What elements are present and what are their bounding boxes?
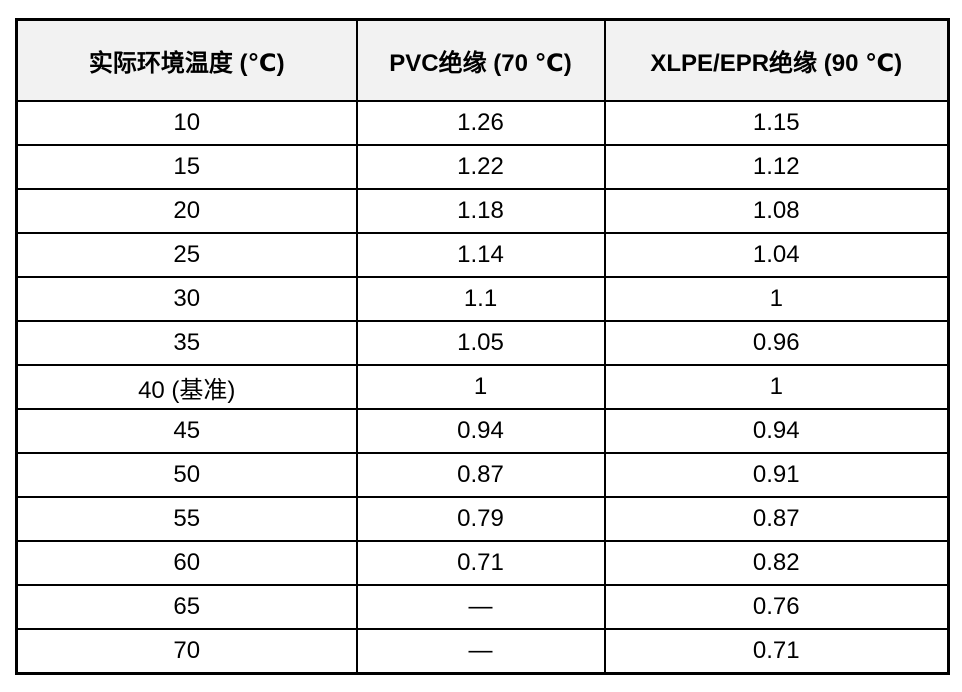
cell-pvc-factor: 0.87 [355, 452, 606, 498]
cell-temperature: 65 [15, 584, 358, 630]
cell-temperature: 55 [15, 496, 358, 542]
cell-temperature: 35 [15, 320, 358, 366]
cell-pvc-factor: 1.1 [355, 276, 606, 322]
cell-temperature: 15 [15, 144, 358, 190]
cell-xlpe-factor: 1.12 [603, 144, 950, 190]
cell-xlpe-factor: 1.04 [603, 232, 950, 278]
cell-xlpe-factor: 1.08 [603, 188, 950, 234]
table-row: 45 0.94 0.94 [15, 408, 950, 454]
cell-xlpe-factor: 1 [603, 364, 950, 410]
cell-pvc-factor: 0.79 [355, 496, 606, 542]
cell-xlpe-factor: 1 [603, 276, 950, 322]
table-row: 15 1.22 1.12 [15, 144, 950, 190]
cell-pvc-factor: 1.26 [355, 100, 606, 146]
cell-xlpe-factor: 1.15 [603, 100, 950, 146]
table-row: 55 0.79 0.87 [15, 496, 950, 542]
table-row: 50 0.87 0.91 [15, 452, 950, 498]
cell-pvc-factor: 1 [355, 364, 606, 410]
cell-pvc-factor: 1.14 [355, 232, 606, 278]
table-row: 10 1.26 1.15 [15, 100, 950, 146]
table-row: 60 0.71 0.82 [15, 540, 950, 586]
cell-temperature: 60 [15, 540, 358, 586]
col-header-ambient-temperature: 实际环境温度 (℃) [15, 18, 358, 102]
cell-temperature: 50 [15, 452, 358, 498]
col-header-pvc-insulation: PVC绝缘 (70 ℃) [355, 18, 606, 102]
cell-xlpe-factor: 0.94 [603, 408, 950, 454]
table-row: 20 1.18 1.08 [15, 188, 950, 234]
cell-xlpe-factor: 0.71 [603, 628, 950, 675]
cell-pvc-factor: 1.22 [355, 144, 606, 190]
header-row: 实际环境温度 (℃) PVC绝缘 (70 ℃) XLPE/EPR绝缘 (90 ℃… [15, 18, 950, 102]
cell-temperature: 45 [15, 408, 358, 454]
cell-xlpe-factor: 0.76 [603, 584, 950, 630]
cell-pvc-factor: — [355, 584, 606, 630]
temperature-correction-table: 实际环境温度 (℃) PVC绝缘 (70 ℃) XLPE/EPR绝缘 (90 ℃… [15, 18, 950, 675]
cell-temperature: 10 [15, 100, 358, 146]
cell-temperature: 40 (基准) [15, 364, 358, 410]
cell-pvc-factor: 0.71 [355, 540, 606, 586]
cell-temperature: 25 [15, 232, 358, 278]
cell-temperature: 30 [15, 276, 358, 322]
table-row: 70 — 0.71 [15, 628, 950, 675]
cell-pvc-factor: 1.05 [355, 320, 606, 366]
cell-xlpe-factor: 0.82 [603, 540, 950, 586]
cell-xlpe-factor: 0.87 [603, 496, 950, 542]
cell-xlpe-factor: 0.91 [603, 452, 950, 498]
table-row-reference: 40 (基准) 1 1 [15, 364, 950, 410]
cell-temperature: 20 [15, 188, 358, 234]
table-row: 35 1.05 0.96 [15, 320, 950, 366]
col-header-xlpe-epr-insulation: XLPE/EPR绝缘 (90 ℃) [603, 18, 950, 102]
cell-temperature: 70 [15, 628, 358, 675]
table-row: 30 1.1 1 [15, 276, 950, 322]
table-row: 25 1.14 1.04 [15, 232, 950, 278]
cell-xlpe-factor: 0.96 [603, 320, 950, 366]
cell-pvc-factor: — [355, 628, 606, 675]
table-row: 65 — 0.76 [15, 584, 950, 630]
cell-pvc-factor: 0.94 [355, 408, 606, 454]
cell-pvc-factor: 1.18 [355, 188, 606, 234]
